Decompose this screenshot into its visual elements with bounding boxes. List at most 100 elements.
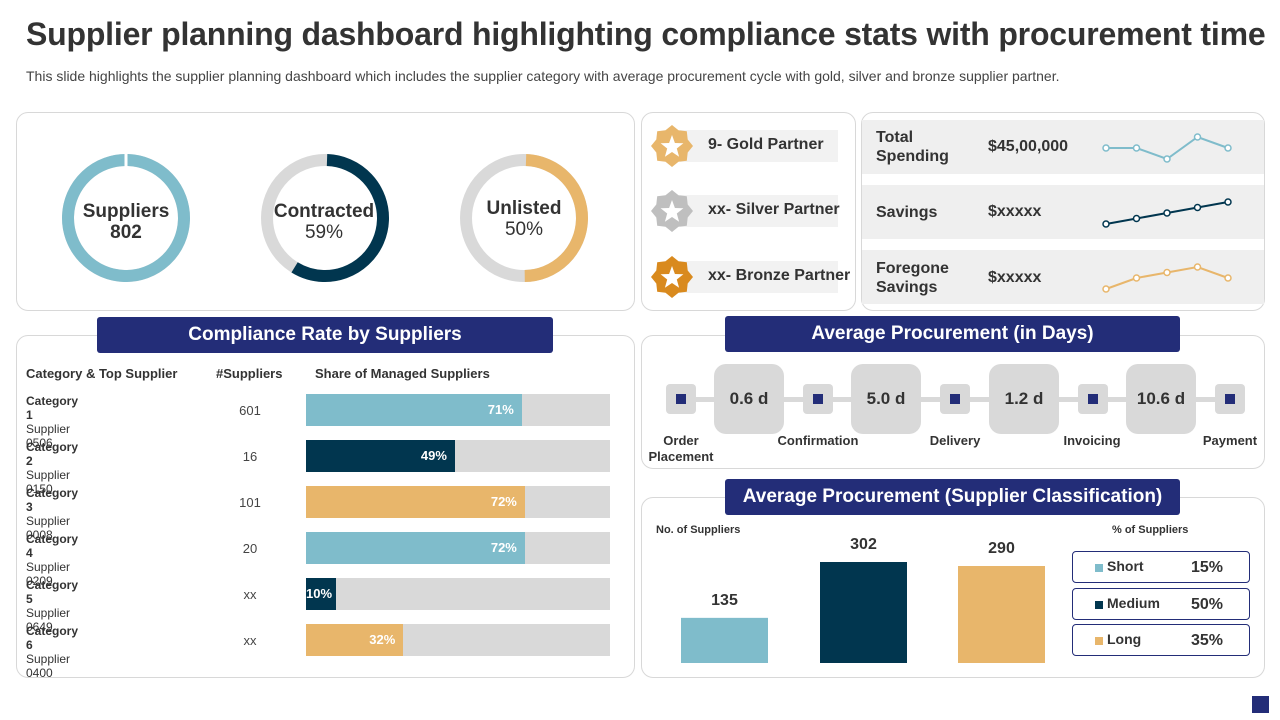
legend-item-medium: Medium 50% (1072, 588, 1250, 620)
metric-savings: Savings $xxxxx (862, 185, 1264, 239)
gold-partner-row: 9- Gold Partner (650, 124, 840, 168)
share-bar-label: 10% (306, 586, 333, 601)
ring-label-suppliers: Suppliers 802 (82, 201, 170, 243)
category-cell: Category 2 Supplier 0150 (26, 440, 79, 496)
ring-label-unlisted: Unlisted 50% (486, 198, 562, 240)
savings-sparkline (1102, 198, 1232, 228)
category-cell: Category 6 Supplier 0400 (26, 624, 79, 680)
silver-partner-label: xx- Silver Partner (708, 201, 840, 218)
col-header-share: Share of Managed Suppliers (315, 366, 490, 381)
supplier-count: 601 (239, 403, 261, 418)
sparkline-point (1224, 144, 1232, 152)
badge-star (660, 200, 684, 222)
share-bar-track: 72% (306, 486, 610, 518)
step-marker-invoicing (1078, 384, 1108, 414)
ring-charts (61, 152, 588, 283)
badge-star (660, 135, 684, 157)
foregone-savings-sparkline (1102, 263, 1232, 293)
sparkline-point (1163, 209, 1171, 217)
share-bar-track: 71% (306, 394, 610, 426)
duration-confirmation-to-delivery: 5.0 d (851, 364, 921, 434)
y-axis-label: No. of Suppliers (656, 524, 741, 536)
category-cell: Category 1 Supplier 0506 (26, 394, 79, 450)
ring-arc-contracted (261, 154, 389, 282)
sparkline-point (1102, 144, 1110, 152)
metric-label: Savings (876, 204, 938, 221)
share-bar-label: 32% (369, 632, 396, 647)
bar-short (681, 617, 768, 663)
gold-partner-label: 9- Gold Partner (708, 136, 824, 153)
category-cell: Category 5 Supplier 0649 (26, 578, 79, 634)
partner-band (680, 261, 838, 293)
metric-label: Total Spending (876, 129, 949, 165)
share-bar (306, 394, 522, 426)
supplier-count: xx (243, 587, 257, 602)
page-title: Supplier planning dashboard highlighting… (26, 16, 1266, 52)
category-cell: Category 4 Supplier 0209 (26, 532, 79, 588)
col-header-category: Category & Top Supplier (26, 366, 178, 381)
compliance-header: Compliance Rate by Suppliers (97, 317, 553, 353)
ring-label-contracted: Contracted 59% (273, 201, 375, 243)
legend-swatch (1095, 564, 1103, 572)
share-bar-label: 71% (487, 402, 514, 417)
category-cell: Category 3 Supplier 0008 (26, 486, 79, 542)
step-label-confirmation: Confirmation (777, 433, 859, 448)
supplier-count: 16 (242, 449, 258, 464)
sparkline-point (1193, 203, 1202, 212)
bar-value-label: 302 (850, 536, 877, 553)
step-marker-payment (1215, 384, 1245, 414)
sparkline-point (1132, 144, 1141, 152)
step-marker-confirmation (803, 384, 833, 414)
partner-band (680, 130, 838, 162)
ring-arc-suppliers (61, 154, 190, 282)
legend-pct: 35% (1191, 632, 1224, 649)
bar-long (958, 566, 1045, 663)
ring-arc-unlisted (460, 154, 588, 283)
metric-foregone-savings: Foregone Savings $xxxxx (862, 250, 1264, 304)
share-bar (306, 532, 525, 564)
duration-delivery-to-invoicing: 1.2 d (989, 364, 1059, 434)
supplier-count: xx (243, 633, 257, 648)
sparkline-point (1224, 274, 1232, 282)
total-spending-sparkline (1102, 133, 1232, 163)
sparkline-point (1102, 220, 1110, 228)
sparkline-point (1193, 133, 1202, 141)
legend-name: Medium (1107, 595, 1160, 611)
metric-value: $xxxxx (988, 203, 1042, 220)
sparkline-point (1102, 285, 1110, 293)
share-bar (306, 440, 455, 472)
legend-item-short: Short 15% (1072, 551, 1250, 583)
step-label-order-placement: Order Placement (648, 433, 714, 464)
sparkline-point (1163, 268, 1171, 277)
duration-invoicing-to-payment: 10.6 d (1126, 364, 1196, 434)
classification-bar-chart: 135 302 290 (681, 536, 1045, 663)
sparkline-point (1132, 274, 1141, 282)
metric-label: Foregone Savings (876, 260, 949, 296)
share-bar-track: 32% (306, 624, 610, 656)
legend-title: % of Suppliers (1112, 524, 1189, 536)
step-marker-order-placement (666, 384, 696, 414)
page-subtitle: This slide highlights the supplier plann… (26, 68, 1060, 84)
supplier-count: 20 (242, 541, 258, 556)
sparkline-point (1193, 263, 1202, 271)
bar-value-label: 135 (711, 592, 738, 609)
share-bar-label: 72% (490, 540, 517, 555)
legend-pct: 50% (1191, 596, 1224, 613)
legend-swatch (1095, 637, 1103, 645)
bronze-partner-label: xx- Bronze Partner (708, 267, 851, 284)
procurement-days-header: Average Procurement (in Days) (725, 316, 1180, 352)
partner-band (680, 195, 838, 227)
share-bar-track: 10% (306, 578, 610, 610)
share-bar-label: 72% (490, 494, 517, 509)
sparkline-point (1132, 214, 1141, 223)
legend-pct: 15% (1191, 559, 1224, 576)
share-bar-label: 49% (420, 448, 447, 463)
step-label-delivery: Delivery (929, 433, 981, 448)
duration-order-to-confirmation: 0.6 d (714, 364, 784, 434)
metric-value: $xxxxx (988, 269, 1042, 286)
step-label-payment: Payment (1202, 433, 1258, 448)
legend-name: Long (1107, 631, 1142, 647)
silver-star-badge-icon (651, 190, 693, 232)
share-bar-track: 49% (306, 440, 610, 472)
share-bar (306, 578, 337, 610)
